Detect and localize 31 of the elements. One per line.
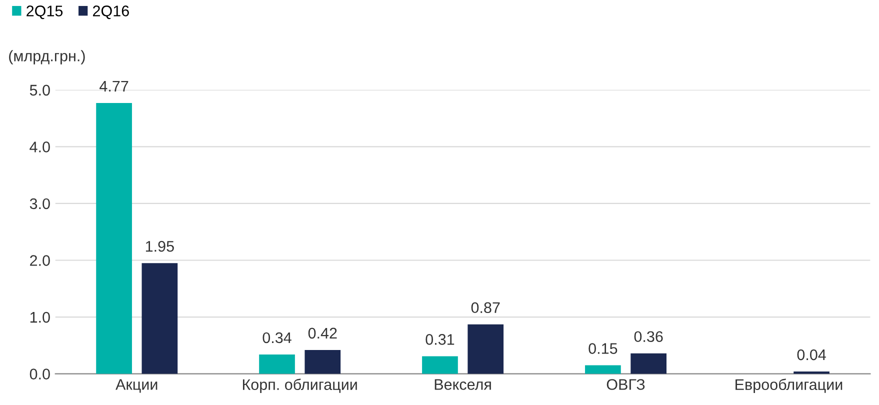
data-label: 4.77: [100, 80, 128, 92]
y-tick-label: 2.0: [30, 255, 50, 266]
y-axis-title: (млрд.грн.): [9, 50, 85, 64]
data-label: 0.31: [426, 334, 454, 345]
legend-label: 2Q16: [93, 6, 129, 20]
x-tick-label: Акции: [116, 379, 158, 393]
bar: [96, 102, 132, 374]
data-label: 1.95: [146, 240, 174, 252]
data-label: 0.87: [471, 302, 500, 314]
y-tick-label: 1.0: [30, 312, 50, 323]
y-tick-label: 4.0: [30, 142, 50, 152]
x-tick-label: Корп. облигации: [242, 378, 357, 394]
bar: [422, 356, 458, 374]
data-label: 0.42: [308, 328, 337, 339]
legend-label: 2Q15: [26, 6, 63, 20]
bar: [585, 365, 621, 374]
x-tick-label: Векселя: [434, 379, 491, 390]
bar: [142, 263, 178, 374]
bar: [259, 354, 295, 374]
x-tick-label: ОВГЗ: [606, 379, 645, 390]
y-tick-label: 5.0: [30, 84, 50, 96]
x-tick-label: Еврооблигации: [736, 378, 842, 394]
bar: [304, 350, 341, 374]
bar: [468, 324, 504, 374]
y-tick-label: 3.0: [30, 198, 50, 210]
data-label: 0.04: [797, 349, 826, 360]
bar: [630, 353, 666, 374]
data-label: 0.15: [588, 343, 618, 354]
data-label: 0.34: [262, 332, 292, 344]
data-label: 0.36: [634, 331, 663, 342]
y-tick-label: 0.0: [30, 368, 50, 380]
